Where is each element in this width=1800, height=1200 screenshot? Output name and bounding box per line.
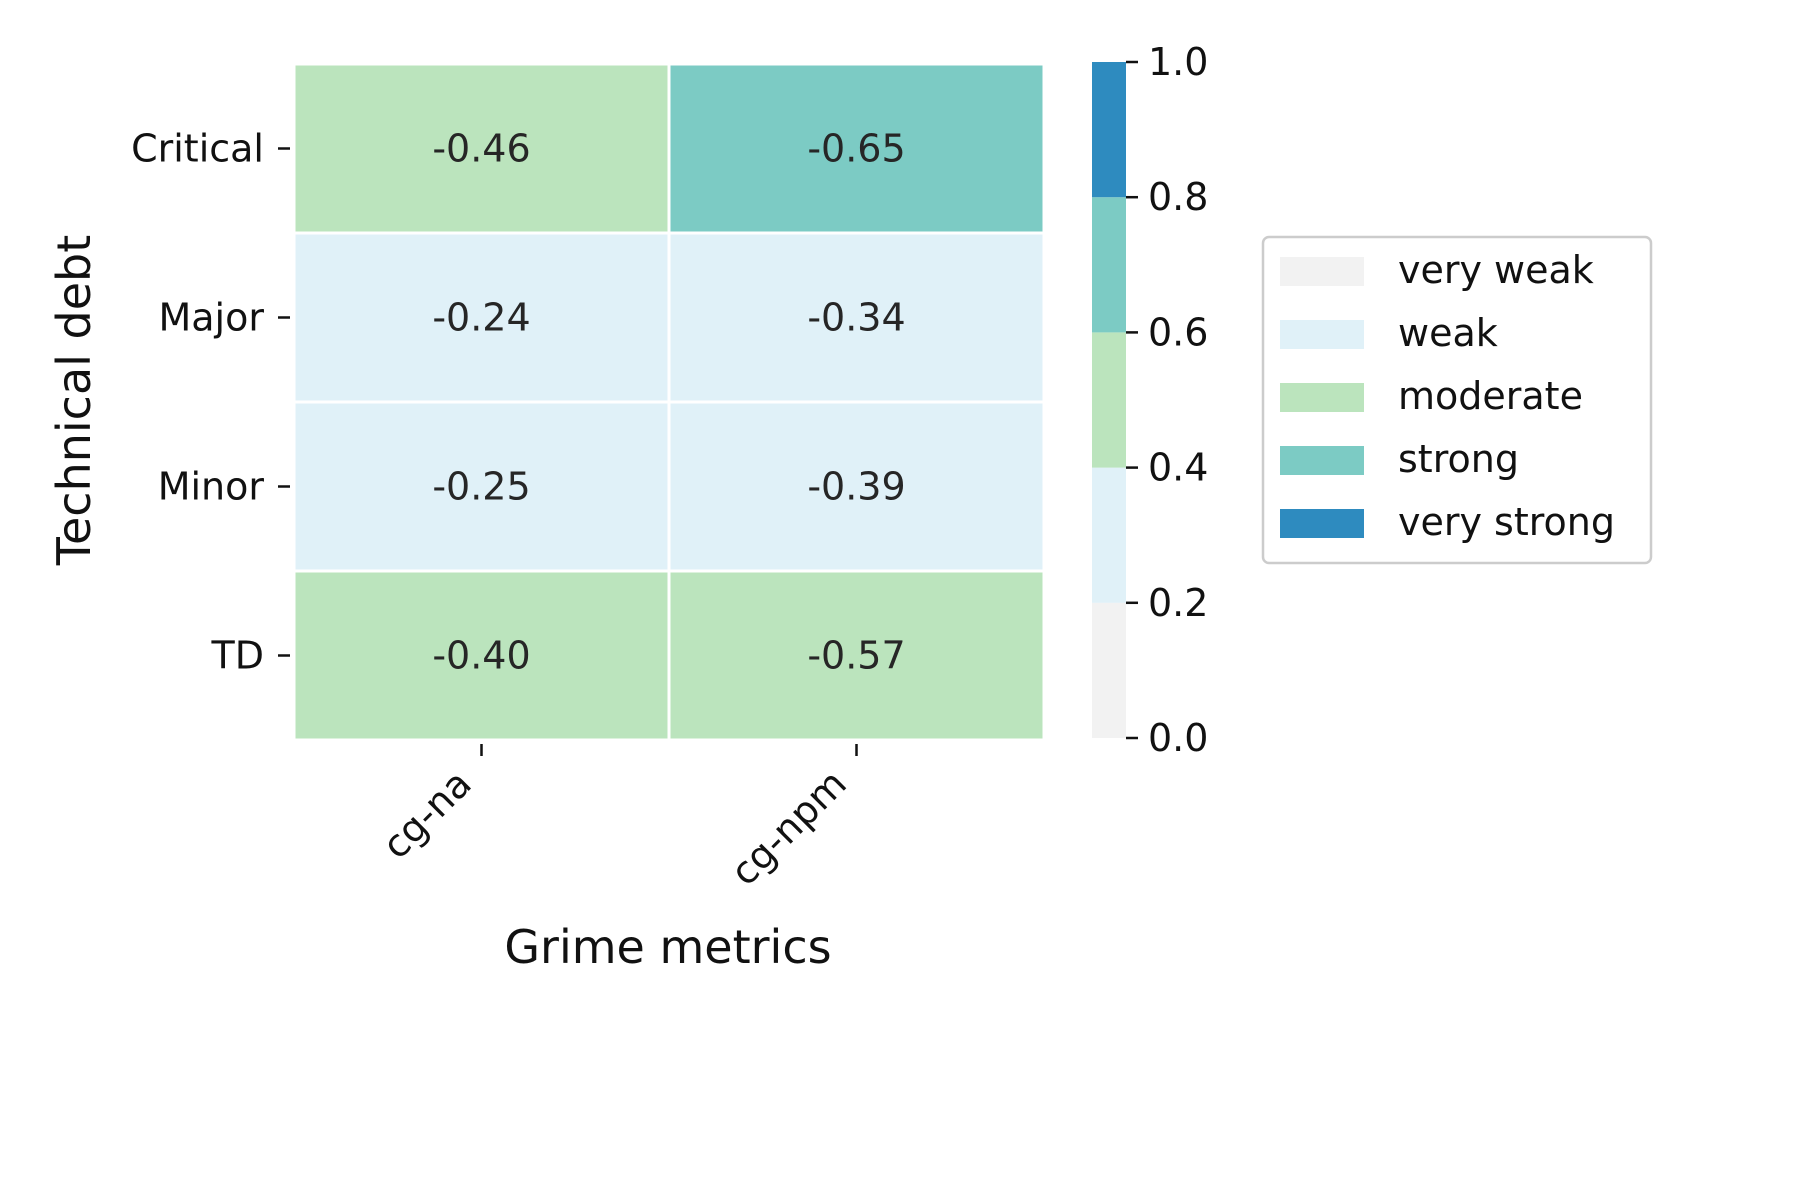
legend-label: weak [1398,311,1498,355]
legend-frame [1261,235,1653,565]
legend-swatch [1280,446,1364,475]
legend-swatch [1280,257,1364,286]
cell-value-label: -0.57 [807,634,905,678]
cell-value-label: -0.25 [432,465,530,509]
colorbar-band [1092,197,1126,333]
x-tick-label: cg-na [374,761,480,867]
y-tick-label: Minor [158,465,265,509]
heatmap-cell [667,231,1046,404]
colorbar-tick-label: 0.4 [1148,446,1208,490]
colorbar-tick-label: 0.6 [1148,310,1208,354]
legend-swatch [1280,320,1364,349]
legend: very weak weak moderate strong very strong [1261,235,1653,565]
colorbar-tick-label: 1.0 [1148,40,1208,84]
legend-swatch [1280,509,1364,538]
cell-value-label: -0.34 [807,296,905,340]
legend-label: moderate [1398,374,1583,418]
colorbar-band [1092,62,1126,198]
heatmap-cell [667,62,1046,235]
heatmap-cell [292,569,671,742]
x-axis-label: Grime metrics [504,920,831,974]
legend-label: very weak [1398,248,1594,292]
cell-value-label: -0.65 [807,127,905,171]
heatmap-cell [292,400,671,573]
legend-label: strong [1398,437,1519,481]
colorbar-tick-label: 0.8 [1148,175,1208,219]
cell-value-label: -0.40 [432,634,530,678]
colorbar-band [1092,602,1126,738]
colorbar-band [1092,332,1126,468]
y-axis: Critical Major Minor TD [131,127,290,678]
cell-value-label: -0.39 [807,465,905,509]
heatmap-cells [292,62,1046,742]
y-tick-label: TD [211,634,264,678]
y-tick-label: Critical [131,127,264,171]
x-tick-label: cg-npm [722,761,855,894]
heatmap-cell [667,569,1046,742]
y-tick-label: Major [158,296,264,340]
x-axis: cg-na cg-npm [374,744,858,894]
heatmap-cell [667,400,1046,573]
heatmap-cell-labels: -0.46 -0.65 -0.24 -0.34 -0.25 -0.39 -0.40 -0.57 [432,127,905,678]
colorbar-tick-label: 0.0 [1148,716,1208,760]
y-axis-label: Technical debt [47,235,101,567]
cell-value-label: -0.24 [432,296,530,340]
legend-swatch [1280,383,1364,412]
legend-entries: very weak weak moderate strong very strong [1280,248,1615,544]
colorbar-band [1092,467,1126,603]
heatmap-cell [292,231,671,404]
colorbar-tick-label: 0.2 [1148,581,1208,625]
legend-label: very strong [1398,500,1615,544]
colorbar: 0.0 0.2 0.4 0.6 0.8 1.0 [1092,40,1208,760]
heatmap-cell [292,62,671,235]
cell-value-label: -0.46 [432,127,530,171]
